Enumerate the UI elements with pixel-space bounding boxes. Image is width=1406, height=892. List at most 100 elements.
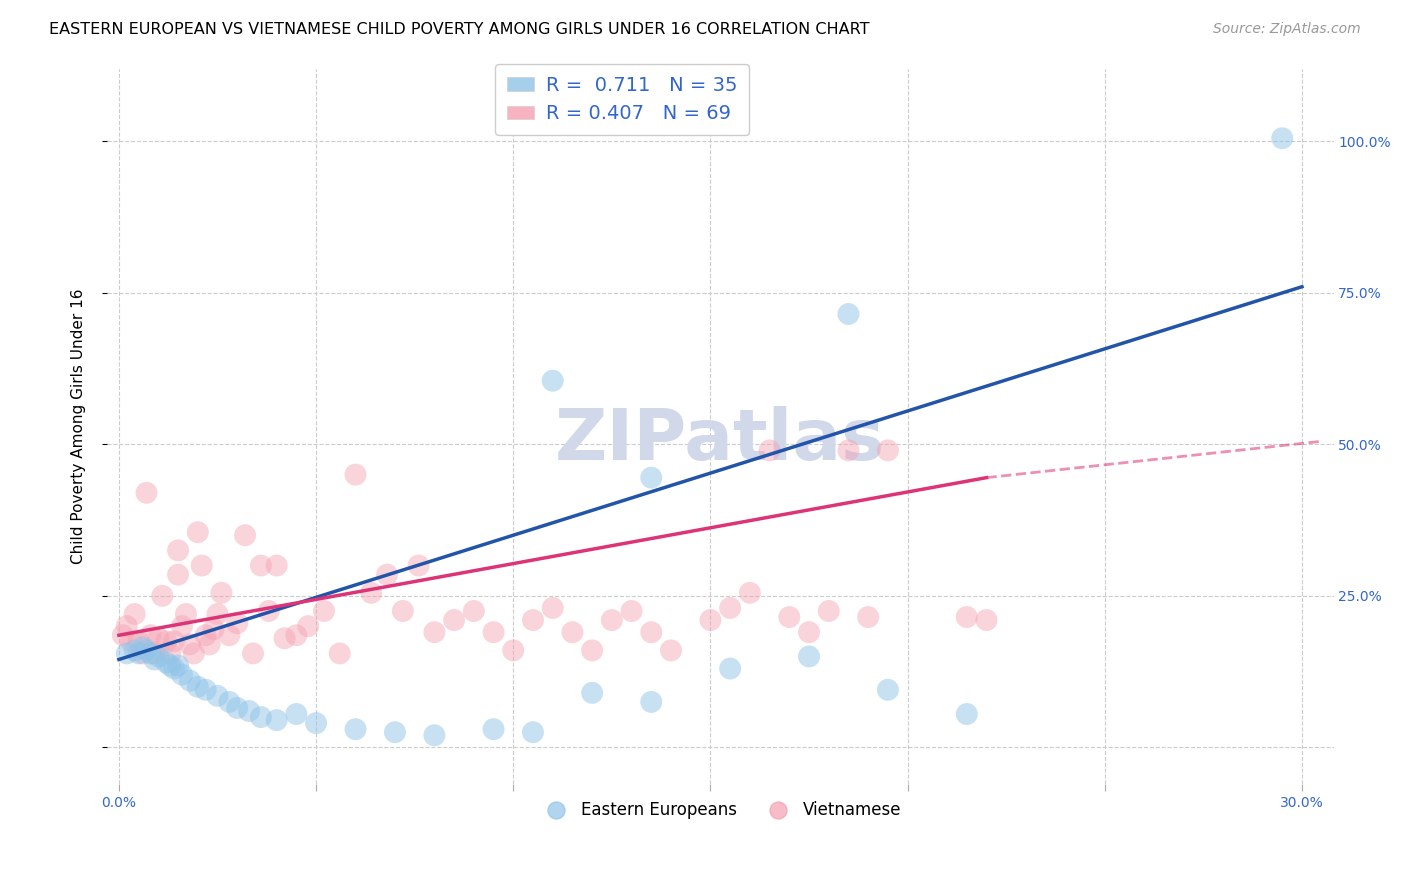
Point [131,647,153,661]
Point [128,647,150,661]
Point [187,680,209,694]
Point [659,643,682,657]
Point [174,607,197,621]
Point [194,628,217,642]
Point [242,647,264,661]
Point [443,613,465,627]
Point [856,610,879,624]
Point [718,601,741,615]
Point [257,604,280,618]
Point [384,725,406,739]
Point [155,656,177,670]
Point [179,673,201,688]
Point [170,667,193,681]
Point [976,613,998,627]
Point [423,625,446,640]
Point [218,695,240,709]
Point [131,640,153,655]
Point [148,649,170,664]
Point [482,722,505,736]
Point [202,622,225,636]
Point [522,613,544,627]
Y-axis label: Child Poverty Among Girls Under 16: Child Poverty Among Girls Under 16 [72,288,86,564]
Point [167,567,190,582]
Point [297,619,319,633]
Point [344,722,367,736]
Point [581,643,603,657]
Point [150,589,173,603]
Point [167,543,190,558]
Point [250,558,273,573]
Point [194,682,217,697]
Point [817,604,839,618]
Point [163,662,186,676]
Point [124,643,146,657]
Point [699,613,721,627]
Point [1271,131,1294,145]
Point [502,643,524,657]
Point [956,706,979,721]
Point [541,601,564,615]
Point [837,443,859,458]
Point [344,467,367,482]
Point [163,634,186,648]
Point [120,634,142,648]
Point [179,637,201,651]
Point [124,607,146,621]
Text: Source: ZipAtlas.com: Source: ZipAtlas.com [1213,22,1361,37]
Point [581,686,603,700]
Point [226,616,249,631]
Point [877,443,900,458]
Point [250,710,273,724]
Point [600,613,623,627]
Point [207,607,229,621]
Text: EASTERN EUROPEAN VS VIETNAMESE CHILD POVERTY AMONG GIRLS UNDER 16 CORRELATION CH: EASTERN EUROPEAN VS VIETNAMESE CHILD POV… [49,22,870,37]
Point [285,706,308,721]
Point [482,625,505,640]
Point [797,625,820,640]
Point [640,625,662,640]
Point [135,643,157,657]
Point [159,658,181,673]
Point [115,619,138,633]
Point [463,604,485,618]
Point [392,604,415,618]
Point [233,528,256,542]
Point [167,658,190,673]
Point [266,558,288,573]
Point [266,713,288,727]
Point [408,558,430,573]
Point [718,662,741,676]
Point [207,689,229,703]
Point [561,625,583,640]
Point [128,634,150,648]
Point [187,525,209,540]
Point [797,649,820,664]
Point [143,652,166,666]
Point [329,647,352,661]
Point [375,567,398,582]
Point [620,604,643,618]
Point [877,682,900,697]
Point [312,604,335,618]
Point [148,632,170,646]
Point [778,610,800,624]
Point [139,647,162,661]
Point [111,628,134,642]
Point [837,307,859,321]
Point [273,632,295,646]
Point [198,637,221,651]
Point [226,701,249,715]
Legend: Eastern Europeans, Vietnamese: Eastern Europeans, Vietnamese [533,794,908,825]
Point [209,586,232,600]
Point [115,647,138,661]
Point [640,695,662,709]
Point [423,728,446,742]
Point [139,628,162,642]
Point [183,647,205,661]
Point [238,704,260,718]
Point [758,443,780,458]
Point [956,610,979,624]
Point [143,647,166,661]
Point [305,716,328,731]
